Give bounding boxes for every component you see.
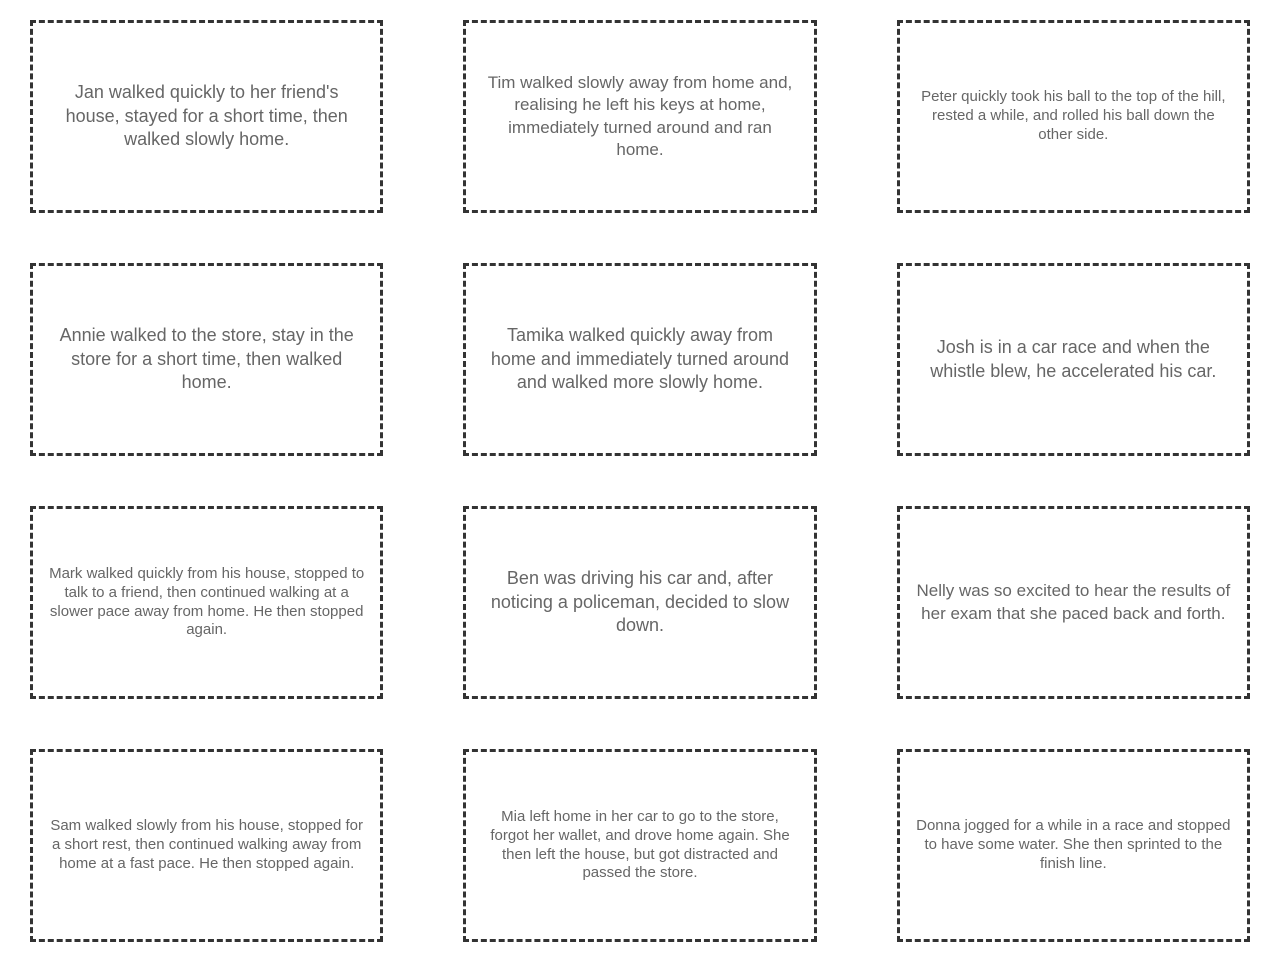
story-card: Nelly was so excited to hear the results…: [897, 506, 1250, 699]
card-text: Donna jogged for a while in a race and s…: [916, 817, 1231, 873]
story-card: Donna jogged for a while in a race and s…: [897, 749, 1250, 942]
card-text: Nelly was so excited to hear the results…: [916, 580, 1231, 624]
card-text: Ben was driving his car and, after notic…: [482, 567, 797, 637]
story-card: Mia left home in her car to go to the st…: [463, 749, 816, 942]
card-text: Mia left home in her car to go to the st…: [482, 808, 797, 883]
story-card: Ben was driving his car and, after notic…: [463, 506, 816, 699]
story-card: Sam walked slowly from his house, stoppe…: [30, 749, 383, 942]
card-text: Sam walked slowly from his house, stoppe…: [49, 817, 364, 873]
story-card: Tamika walked quickly away from home and…: [463, 263, 816, 456]
card-text: Josh is in a car race and when the whist…: [916, 336, 1231, 383]
card-text: Annie walked to the store, stay in the s…: [49, 324, 364, 394]
story-card: Jan walked quickly to her friend's house…: [30, 20, 383, 213]
story-card: Tim walked slowly away from home and, re…: [463, 20, 816, 213]
card-grid: Jan walked quickly to her friend's house…: [30, 20, 1250, 942]
card-text: Tim walked slowly away from home and, re…: [482, 72, 797, 160]
story-card: Peter quickly took his ball to the top o…: [897, 20, 1250, 213]
card-text: Peter quickly took his ball to the top o…: [916, 88, 1231, 144]
card-text: Jan walked quickly to her friend's house…: [49, 81, 364, 151]
card-text: Tamika walked quickly away from home and…: [482, 324, 797, 394]
story-card: Annie walked to the store, stay in the s…: [30, 263, 383, 456]
story-card: Josh is in a car race and when the whist…: [897, 263, 1250, 456]
story-card: Mark walked quickly from his house, stop…: [30, 506, 383, 699]
card-text: Mark walked quickly from his house, stop…: [49, 565, 364, 640]
